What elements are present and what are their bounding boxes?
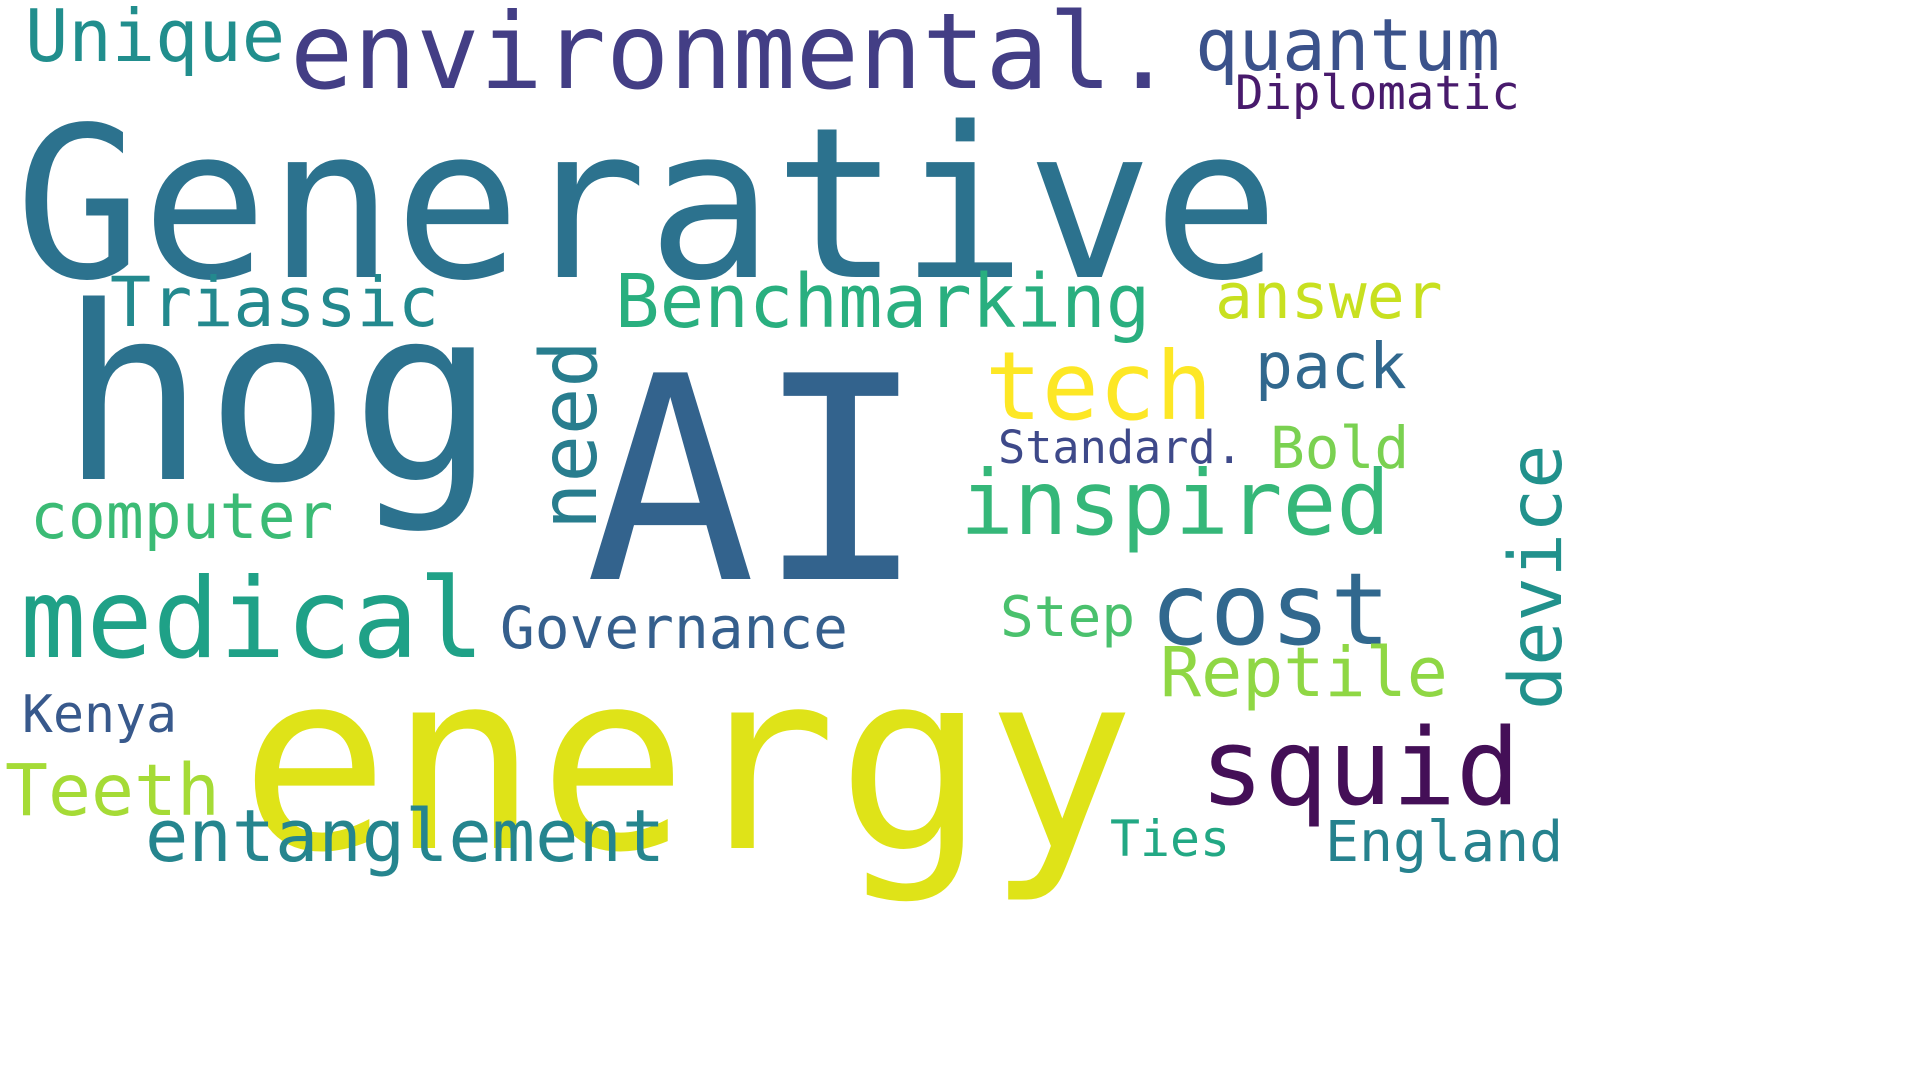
word-need: need	[523, 340, 615, 530]
word-teeth: Teeth	[5, 749, 220, 832]
word-medical: medical	[20, 556, 485, 684]
word-triassic: Triassic	[110, 264, 439, 343]
word-pack: pack	[1255, 330, 1407, 403]
word-england: England	[1325, 810, 1564, 875]
word-benchmarking: Benchmarking	[615, 259, 1151, 345]
word-step: Step	[1000, 585, 1136, 650]
word-hog: hog	[60, 255, 497, 536]
word-inspired: inspired	[960, 452, 1391, 556]
word-answer: answer	[1215, 260, 1443, 333]
word-cost: cost	[1150, 551, 1391, 668]
word-ties: Ties	[1110, 810, 1230, 868]
word-squid: squid	[1200, 706, 1520, 830]
word-bold: Bold	[1270, 414, 1410, 482]
word-ai: AI	[585, 316, 927, 646]
word-entanglement: entanglement	[145, 794, 666, 878]
word-reptile: Reptile	[1160, 634, 1448, 713]
word-environmental: environmental.	[290, 0, 1176, 113]
word-quantum: quantum	[1195, 4, 1501, 88]
word-kenya: Kenya	[22, 685, 178, 745]
word-governance: Governance	[500, 594, 848, 662]
word-energy: energy	[240, 619, 1136, 907]
word-device: device	[1494, 444, 1579, 710]
word-diplomatic: Diplomatic	[1235, 66, 1520, 121]
word-standard: Standard.	[998, 421, 1243, 474]
word-unique: Unique	[25, 0, 286, 78]
word-tech: tech	[985, 332, 1213, 442]
word-generative: Generative	[15, 82, 1280, 327]
word-computer: computer	[30, 480, 334, 553]
